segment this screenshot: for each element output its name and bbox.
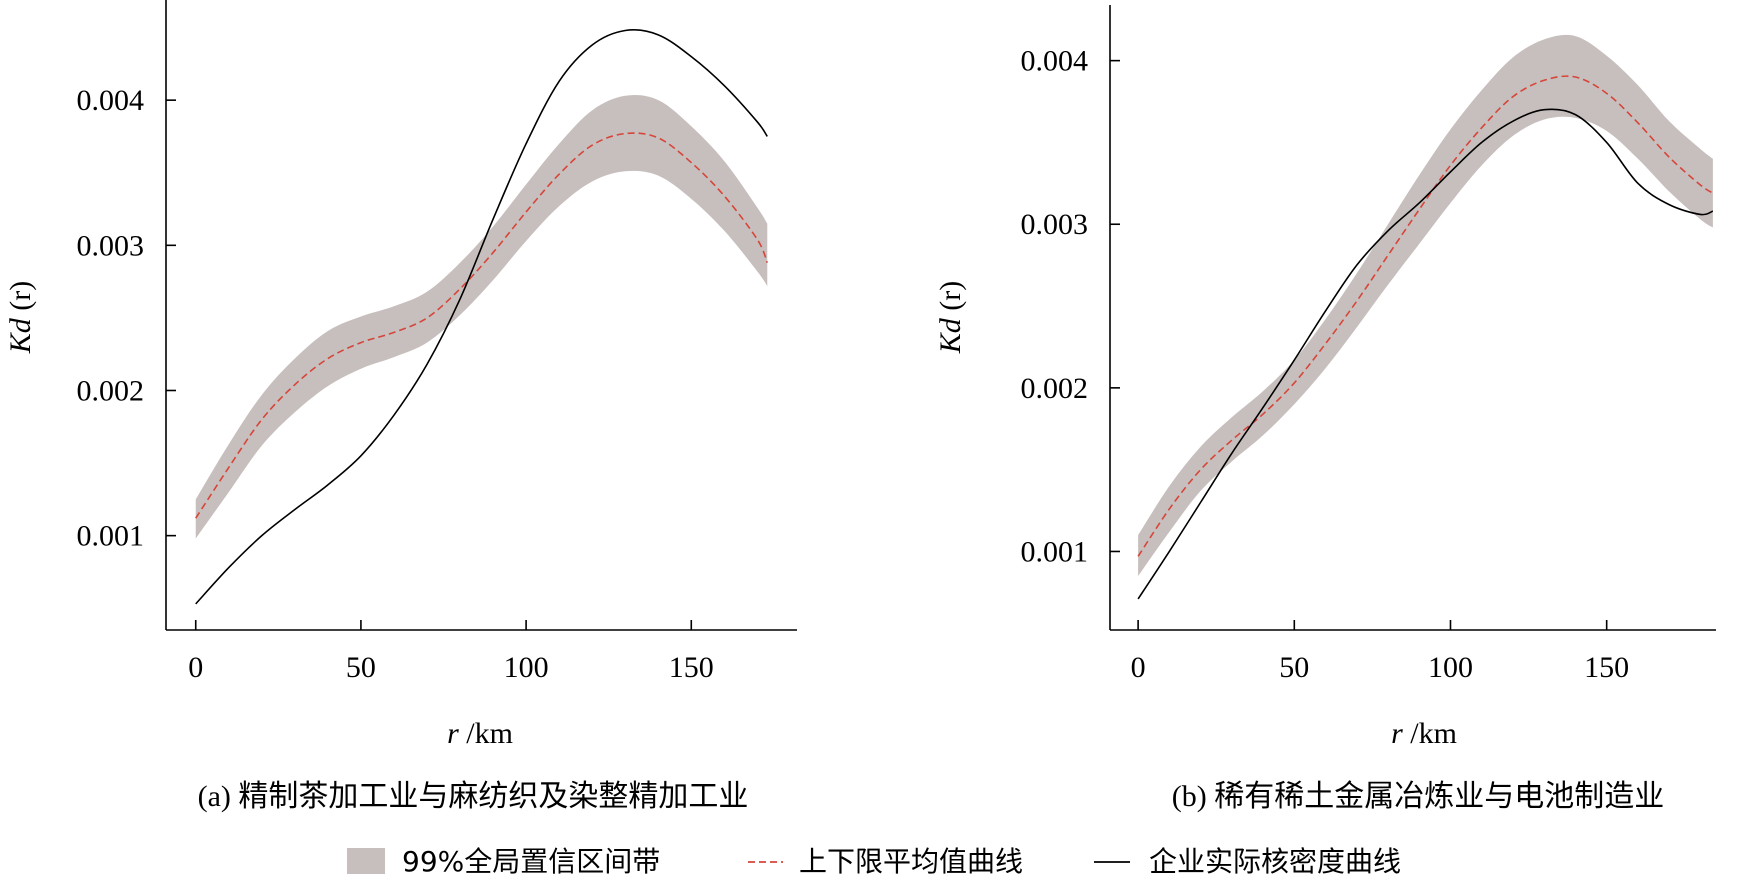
x-tick-label: 50 bbox=[346, 651, 376, 684]
y-tick-label: 0.004 bbox=[77, 84, 145, 117]
y-tick-label: 0.003 bbox=[77, 229, 145, 262]
caption-b: (b) 稀有稀土金属冶炼业与电池制造业 bbox=[1172, 780, 1664, 813]
y-tick-label: 0.001 bbox=[1021, 535, 1089, 568]
chart-panel-b: 0 50 100 150 0.001 0.002 0.003 0.004 Kd (r) r /… bbox=[934, 5, 1716, 813]
legend-band-label: 99%全局置信区间带 bbox=[402, 845, 660, 878]
x-axis-label-a: r /km bbox=[447, 717, 513, 750]
axis-ticks-a: 0 50 100 150 0.001 0.002 0.003 0.004 bbox=[77, 84, 714, 684]
y-tick-label: 0.003 bbox=[1021, 208, 1089, 241]
y-tick-label: 0.004 bbox=[1021, 45, 1089, 78]
x-tick-label: 150 bbox=[1584, 651, 1629, 684]
mean-curve-a bbox=[195, 132, 769, 519]
chart-panel-a: 0 50 100 150 0.001 0.002 0.003 0.004 Kd (r) r /… bbox=[4, 0, 797, 813]
legend-band-swatch bbox=[347, 848, 385, 874]
mean-curve-b bbox=[1137, 75, 1714, 557]
axis-ticks-b: 0 50 100 150 0.001 0.002 0.003 0.004 bbox=[1021, 45, 1630, 684]
legend-mean-label: 上下限平均值曲线 bbox=[799, 845, 1023, 878]
legend: 99%全局置信区间带 上下限平均值曲线 企业实际核密度曲线 bbox=[347, 845, 1401, 878]
x-tick-label: 0 bbox=[1131, 651, 1146, 684]
x-tick-label: 100 bbox=[1428, 651, 1473, 684]
x-tick-label: 0 bbox=[188, 651, 203, 684]
confidence-band-a bbox=[195, 95, 768, 539]
actual-curve-b bbox=[1137, 108, 1714, 600]
y-tick-label: 0.002 bbox=[77, 374, 145, 407]
y-axis-label-b: Kd (r) bbox=[934, 281, 967, 355]
y-tick-label: 0.001 bbox=[77, 520, 145, 553]
x-axis-label-b: r /km bbox=[1391, 717, 1457, 750]
confidence-band-b bbox=[1138, 34, 1713, 577]
x-tick-label: 50 bbox=[1279, 651, 1309, 684]
actual-curve-a bbox=[195, 29, 768, 605]
x-tick-label: 100 bbox=[504, 651, 549, 684]
y-axis-label-a: Kd (r) bbox=[4, 281, 37, 355]
y-tick-label: 0.002 bbox=[1021, 372, 1089, 405]
x-tick-label: 150 bbox=[669, 651, 714, 684]
legend-actual-label: 企业实际核密度曲线 bbox=[1149, 845, 1401, 878]
caption-a: (a) 精制茶加工业与麻纺织及染整精加工业 bbox=[198, 780, 749, 813]
